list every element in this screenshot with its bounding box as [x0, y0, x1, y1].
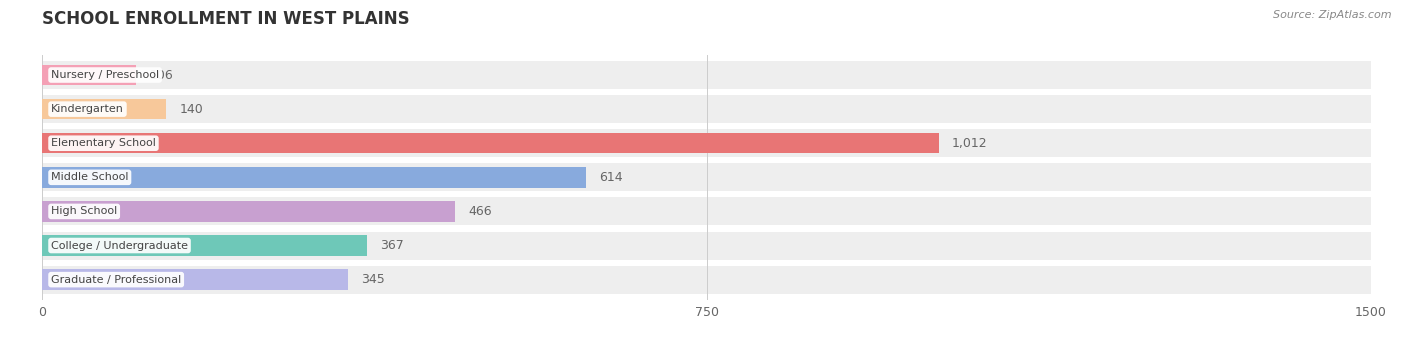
Bar	[42, 235, 367, 256]
Text: 367: 367	[381, 239, 405, 252]
Text: Kindergarten: Kindergarten	[51, 104, 124, 114]
Bar	[42, 167, 586, 188]
Bar	[42, 65, 136, 85]
Text: 140: 140	[180, 103, 204, 116]
Bar	[42, 61, 1371, 89]
Text: 1,012: 1,012	[952, 137, 987, 150]
Text: College / Undergraduate: College / Undergraduate	[51, 240, 188, 251]
Text: Elementary School: Elementary School	[51, 138, 156, 148]
Text: Source: ZipAtlas.com: Source: ZipAtlas.com	[1274, 10, 1392, 20]
Bar	[42, 269, 347, 290]
Bar	[42, 163, 1371, 191]
Text: 106: 106	[149, 69, 173, 81]
Text: SCHOOL ENROLLMENT IN WEST PLAINS: SCHOOL ENROLLMENT IN WEST PLAINS	[42, 10, 409, 28]
Text: 466: 466	[468, 205, 492, 218]
Bar	[42, 197, 1371, 225]
Text: 614: 614	[599, 171, 623, 184]
Bar	[42, 266, 1371, 294]
Text: Nursery / Preschool: Nursery / Preschool	[51, 70, 159, 80]
Text: 345: 345	[361, 273, 385, 286]
Bar	[42, 232, 1371, 260]
Bar	[42, 95, 1371, 123]
Bar	[42, 133, 939, 153]
Bar	[42, 129, 1371, 157]
Text: Graduate / Professional: Graduate / Professional	[51, 275, 181, 285]
Text: Middle School: Middle School	[51, 172, 128, 182]
Bar	[42, 99, 166, 119]
Bar	[42, 201, 456, 222]
Text: High School: High School	[51, 206, 117, 217]
